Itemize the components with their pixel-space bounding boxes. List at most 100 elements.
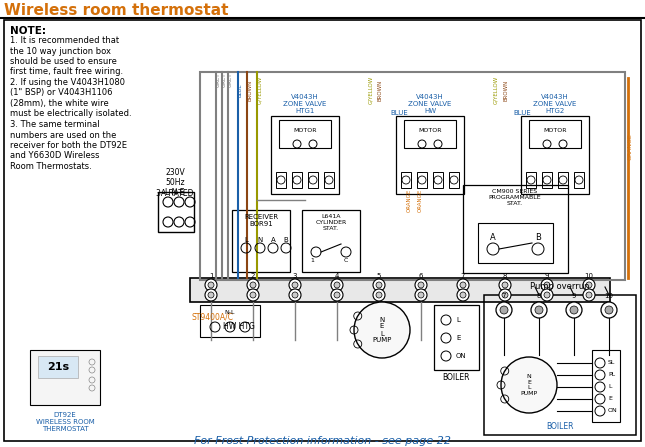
Bar bbox=[404, 120, 456, 148]
Text: 3: 3 bbox=[293, 273, 297, 279]
Text: 230V
50Hz
3A RATED: 230V 50Hz 3A RATED bbox=[156, 168, 194, 198]
Bar bbox=[521, 116, 589, 194]
Bar bbox=[542, 172, 552, 188]
Circle shape bbox=[247, 279, 259, 291]
Circle shape bbox=[457, 289, 469, 301]
Circle shape bbox=[605, 306, 613, 314]
Text: G/YELLOW: G/YELLOW bbox=[493, 76, 498, 104]
Text: L: L bbox=[456, 317, 460, 323]
Text: SL: SL bbox=[608, 360, 615, 366]
Text: BROWN: BROWN bbox=[503, 80, 508, 101]
Bar bbox=[558, 172, 568, 188]
Circle shape bbox=[583, 279, 595, 291]
Text: CM900 SERIES
PROGRAMMABLE
STAT.: CM900 SERIES PROGRAMMABLE STAT. bbox=[489, 189, 541, 206]
Text: 3. The same terminal: 3. The same terminal bbox=[10, 120, 99, 129]
Circle shape bbox=[289, 279, 301, 291]
Circle shape bbox=[544, 292, 550, 298]
Circle shape bbox=[292, 282, 298, 288]
Circle shape bbox=[583, 289, 595, 301]
Circle shape bbox=[601, 302, 617, 318]
Text: must be electrically isolated.: must be electrically isolated. bbox=[10, 110, 132, 118]
Text: BROWN: BROWN bbox=[378, 80, 383, 101]
Circle shape bbox=[331, 289, 343, 301]
Bar bbox=[271, 116, 339, 194]
Text: 1. It is recommended that: 1. It is recommended that bbox=[10, 36, 119, 45]
Text: numbers are used on the: numbers are used on the bbox=[10, 131, 116, 139]
Bar bbox=[302, 210, 360, 272]
Circle shape bbox=[373, 279, 385, 291]
Text: and Y6630D Wireless: and Y6630D Wireless bbox=[10, 152, 99, 160]
Text: GREY: GREY bbox=[228, 73, 233, 87]
Circle shape bbox=[460, 292, 466, 298]
Text: 5: 5 bbox=[377, 273, 381, 279]
Text: N-L: N-L bbox=[224, 310, 235, 315]
Text: NOTE:: NOTE: bbox=[10, 26, 46, 36]
Bar bbox=[158, 192, 194, 232]
Text: 21s: 21s bbox=[47, 362, 69, 372]
Circle shape bbox=[586, 282, 592, 288]
Circle shape bbox=[205, 289, 217, 301]
Text: MOTOR: MOTOR bbox=[418, 127, 442, 132]
Bar bbox=[592, 350, 620, 422]
Text: BOILER: BOILER bbox=[442, 373, 470, 382]
Text: B: B bbox=[284, 237, 288, 243]
Text: N: N bbox=[257, 237, 263, 243]
Circle shape bbox=[541, 289, 553, 301]
Bar bbox=[276, 172, 286, 188]
Text: the 10 way junction box: the 10 way junction box bbox=[10, 46, 111, 55]
Text: V4043H
ZONE VALVE
HTG2: V4043H ZONE VALVE HTG2 bbox=[533, 94, 577, 114]
Text: C: C bbox=[344, 257, 348, 262]
Text: E: E bbox=[608, 396, 612, 401]
Circle shape bbox=[292, 292, 298, 298]
Text: A: A bbox=[271, 237, 275, 243]
Bar bbox=[324, 172, 334, 188]
Circle shape bbox=[541, 279, 553, 291]
Circle shape bbox=[418, 292, 424, 298]
Bar bbox=[449, 172, 459, 188]
Bar bbox=[308, 172, 318, 188]
Circle shape bbox=[415, 279, 427, 291]
Text: ST9400A/C: ST9400A/C bbox=[192, 313, 234, 322]
Text: G/YELLOW: G/YELLOW bbox=[368, 76, 373, 104]
Circle shape bbox=[501, 357, 557, 413]
Text: 4: 4 bbox=[335, 273, 339, 279]
Bar bbox=[279, 120, 331, 148]
Circle shape bbox=[376, 292, 382, 298]
Text: BROWN: BROWN bbox=[247, 80, 252, 101]
Text: L N E: L N E bbox=[165, 188, 184, 197]
Text: L641A
CYLINDER
STAT.: L641A CYLINDER STAT. bbox=[315, 214, 346, 231]
Text: 10: 10 bbox=[604, 293, 613, 299]
Bar bbox=[232, 210, 290, 272]
Text: Wireless room thermostat: Wireless room thermostat bbox=[4, 3, 228, 18]
Text: Room Thermostats.: Room Thermostats. bbox=[10, 162, 92, 171]
Text: E: E bbox=[456, 335, 461, 341]
Bar bbox=[401, 172, 411, 188]
Text: 7: 7 bbox=[461, 273, 465, 279]
Circle shape bbox=[376, 282, 382, 288]
Text: L: L bbox=[244, 237, 248, 243]
Text: ON: ON bbox=[608, 409, 618, 413]
Text: RECEIVER
BOR91: RECEIVER BOR91 bbox=[244, 214, 278, 227]
Bar bbox=[292, 172, 302, 188]
Text: DT92E
WIRELESS ROOM
THERMOSTAT: DT92E WIRELESS ROOM THERMOSTAT bbox=[35, 412, 94, 432]
Text: 10: 10 bbox=[584, 273, 593, 279]
Text: 2: 2 bbox=[251, 273, 255, 279]
Text: 8: 8 bbox=[502, 273, 507, 279]
Circle shape bbox=[418, 282, 424, 288]
Circle shape bbox=[499, 279, 511, 291]
Circle shape bbox=[502, 292, 508, 298]
Bar bbox=[434, 305, 479, 370]
Bar bbox=[30, 350, 100, 405]
Text: MOTOR: MOTOR bbox=[543, 127, 567, 132]
Text: ORANGE: ORANGE bbox=[628, 133, 633, 160]
Text: 8: 8 bbox=[537, 293, 541, 299]
Text: first time, fault free wiring.: first time, fault free wiring. bbox=[10, 67, 123, 76]
Text: ON: ON bbox=[456, 353, 466, 359]
Text: N
E
L
PUMP: N E L PUMP bbox=[372, 316, 392, 343]
Bar bbox=[478, 223, 553, 263]
Text: BLUE: BLUE bbox=[513, 110, 531, 116]
Bar bbox=[417, 172, 427, 188]
Text: should be used to ensure: should be used to ensure bbox=[10, 57, 117, 66]
Circle shape bbox=[205, 279, 217, 291]
Bar bbox=[463, 185, 568, 273]
